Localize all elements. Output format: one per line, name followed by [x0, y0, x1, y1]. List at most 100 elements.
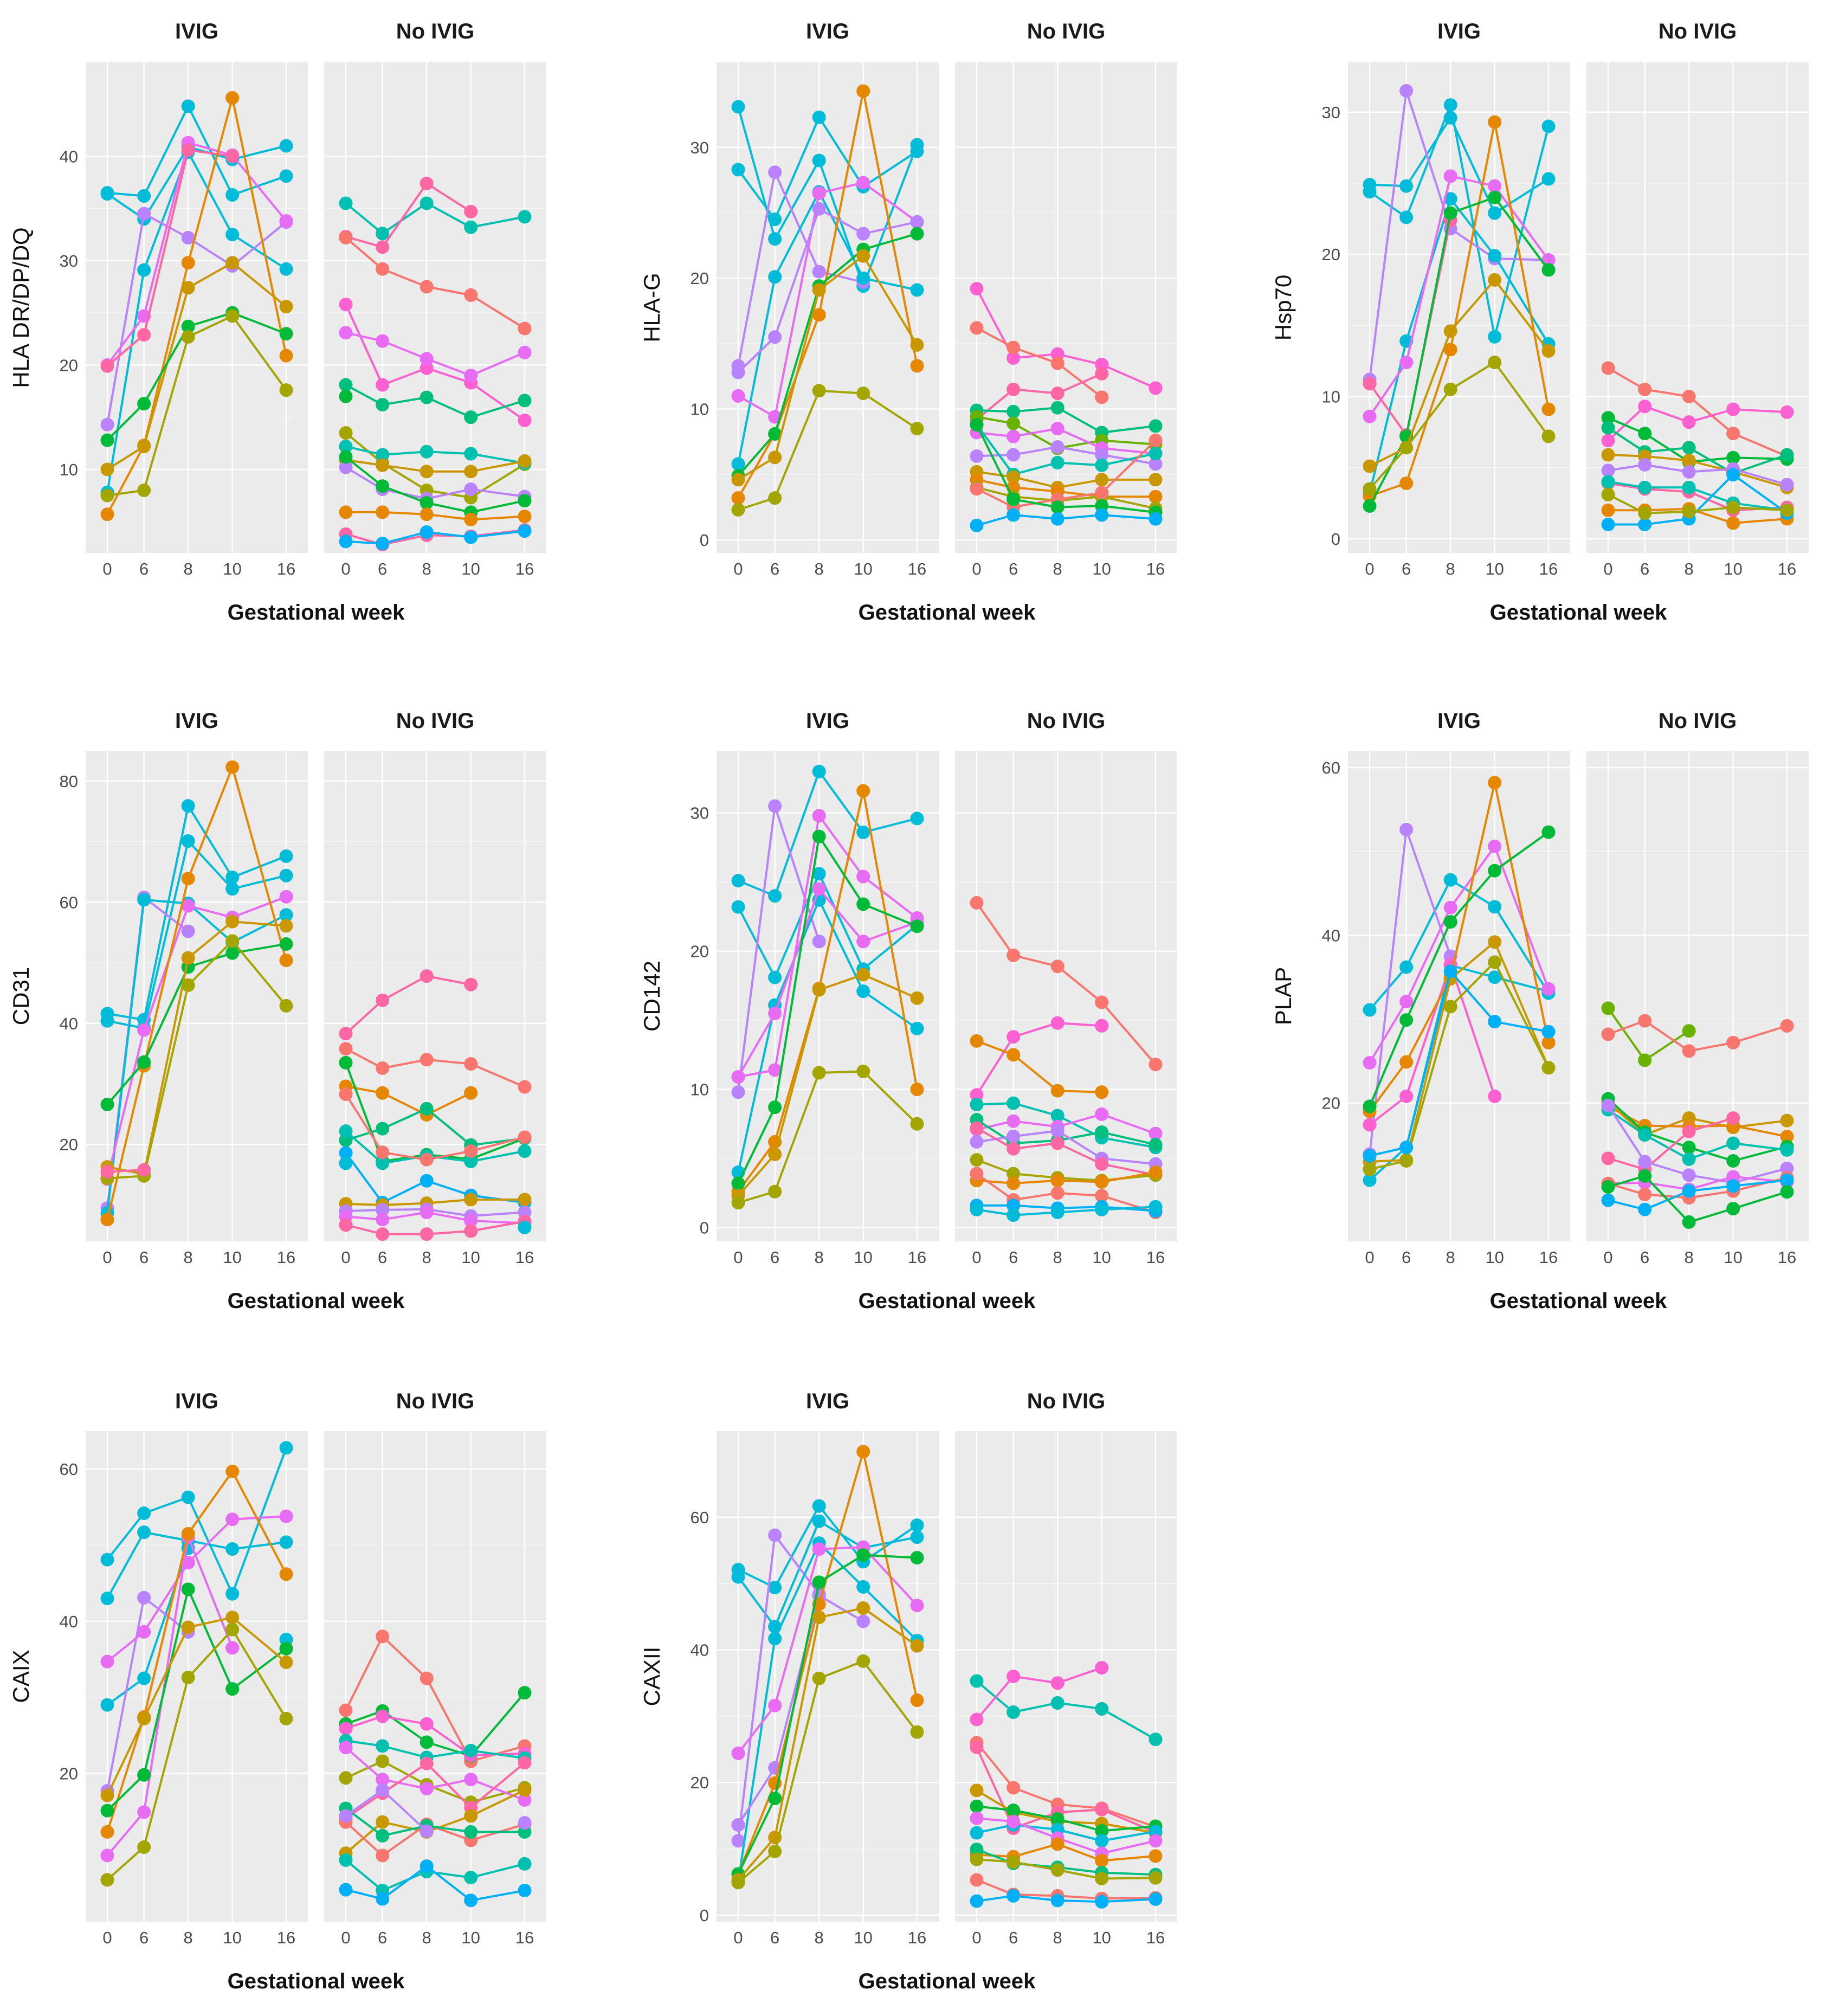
- data-point: [279, 349, 293, 363]
- x-tick-label: 10: [854, 559, 872, 578]
- x-tick-label: 16: [1778, 559, 1796, 578]
- data-point: [812, 983, 826, 997]
- data-point: [812, 935, 826, 949]
- x-tick-label: 6: [378, 1248, 387, 1267]
- x-tick-label: 16: [1146, 559, 1165, 578]
- data-point: [1050, 959, 1064, 974]
- data-point: [420, 1174, 434, 1188]
- data-point: [856, 176, 870, 190]
- y-tick-label: 60: [691, 1508, 709, 1527]
- data-point: [518, 1816, 532, 1830]
- data-series: [339, 196, 532, 241]
- x-tick-label: 6: [770, 1248, 779, 1267]
- data-point: [464, 369, 478, 383]
- data-point: [731, 1070, 745, 1084]
- x-tick-label: 0: [341, 1248, 350, 1267]
- data-point: [910, 919, 924, 933]
- data-series: [970, 1852, 1163, 1886]
- x-tick-label: 6: [1009, 1928, 1018, 1947]
- data-point: [100, 488, 114, 503]
- data-point: [970, 1799, 984, 1813]
- data-point: [1780, 1113, 1794, 1128]
- data-series: [970, 1799, 1163, 1838]
- data-point: [137, 328, 151, 342]
- data-point: [856, 825, 870, 839]
- data-point: [100, 359, 114, 373]
- data-point: [225, 946, 240, 960]
- facet-panel-ivig: 0 6 8 10 16 IVIG: [86, 1389, 308, 1947]
- data-point: [1363, 185, 1377, 199]
- data-point: [910, 359, 924, 373]
- series-line: [345, 975, 472, 1035]
- data-point: [910, 227, 924, 241]
- data-point: [768, 165, 782, 179]
- y-tick-label: 0: [700, 1906, 709, 1925]
- data-point: [768, 1100, 782, 1115]
- series-line: [976, 1022, 1102, 1096]
- data-point: [1541, 402, 1556, 416]
- data-series: [339, 1741, 532, 1807]
- data-point: [225, 1587, 240, 1601]
- data-point: [1095, 1853, 1109, 1867]
- data-point: [856, 1614, 870, 1628]
- y-tick-label: 20: [691, 269, 709, 288]
- data-point: [856, 84, 870, 98]
- data-point: [518, 1193, 532, 1207]
- data-point: [279, 868, 293, 883]
- data-point: [137, 1590, 151, 1605]
- data-point: [279, 1641, 293, 1656]
- x-tick-label: 8: [184, 1248, 193, 1267]
- chart-8: CAXII 0 20 40 60 0 6 8 10 16 IVIG 0 6 8 10 16 No IVIG Ges…: [639, 1389, 1177, 1993]
- data-point: [1399, 1055, 1414, 1069]
- data-point: [731, 1746, 745, 1760]
- data-point: [464, 410, 478, 424]
- x-tick-label: 6: [770, 559, 779, 578]
- data-point: [1488, 935, 1502, 949]
- data-point: [1148, 473, 1163, 487]
- data-point: [339, 1087, 353, 1101]
- data-point: [1363, 1173, 1377, 1187]
- data-point: [1095, 1019, 1109, 1033]
- data-point: [1095, 1189, 1109, 1203]
- x-tick-label: 0: [1603, 559, 1612, 578]
- data-point: [420, 1859, 434, 1873]
- y-tick-label: 80: [60, 772, 78, 791]
- data-point: [518, 345, 532, 359]
- data-point: [1006, 351, 1021, 365]
- data-point: [1638, 458, 1652, 472]
- data-series: [731, 867, 924, 984]
- data-point: [181, 319, 195, 333]
- data-point: [376, 1739, 390, 1753]
- y-tick-label: 30: [1322, 103, 1340, 122]
- data-point: [1363, 459, 1377, 473]
- data-point: [1682, 441, 1696, 455]
- series-line: [976, 372, 1102, 421]
- data-series: [731, 1654, 924, 1890]
- data-point: [376, 1086, 390, 1100]
- data-point: [1006, 1889, 1021, 1903]
- data-point: [100, 1848, 114, 1863]
- data-point: [1095, 1107, 1109, 1121]
- data-point: [181, 872, 195, 886]
- data-point: [181, 1490, 195, 1504]
- x-tick-label: 0: [1365, 559, 1374, 578]
- data-point: [376, 240, 390, 254]
- panel-background: [955, 751, 1177, 1241]
- data-point: [1780, 448, 1794, 462]
- data-point: [420, 507, 434, 521]
- data-point: [376, 1773, 390, 1787]
- y-tick-label: 20: [60, 356, 78, 375]
- x-tick-label: 6: [378, 559, 387, 578]
- y-axis-title: CD142: [639, 961, 664, 1032]
- data-point: [1399, 960, 1414, 974]
- data-point: [1050, 1016, 1064, 1030]
- chart-5: CD142 0 10 20 30 0 6 8 10 16 IVIG 0 6 8 10 16 No IVIG Ges…: [639, 709, 1177, 1313]
- data-point: [1780, 478, 1794, 492]
- data-point: [279, 300, 293, 314]
- data-point: [181, 281, 195, 295]
- data-point: [464, 1193, 478, 1207]
- x-tick-label: 8: [815, 559, 824, 578]
- data-point: [181, 256, 195, 270]
- data-point: [339, 1883, 353, 1897]
- data-point: [420, 1671, 434, 1685]
